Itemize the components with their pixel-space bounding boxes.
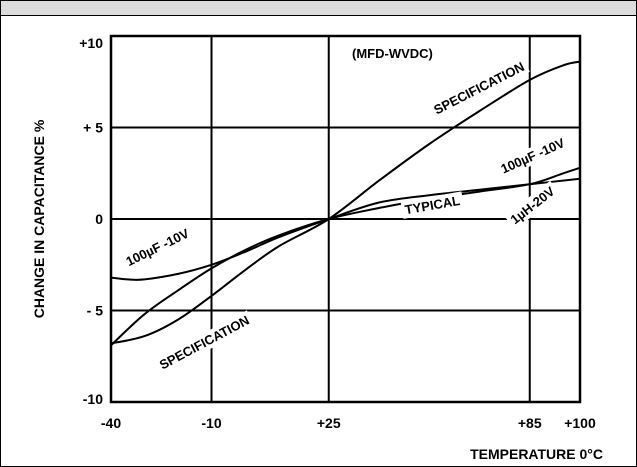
- curve-label-group: SPECIFICATION: [153, 310, 255, 375]
- tick-labels: -40 -10 +25 +85 +100 +10 + 5 0 - 5 -10: [79, 35, 596, 431]
- curves: [110, 60, 581, 347]
- curve-label: 100µF -10V: [498, 135, 567, 177]
- x-axis-label: TEMPERATURE 0°C: [470, 446, 603, 462]
- y-tick-label: + 5: [83, 120, 103, 136]
- header-band: [1, 1, 636, 16]
- series-line-3: [110, 177, 581, 281]
- plot-border: [109, 34, 582, 404]
- y-tick-label: -10: [83, 391, 103, 407]
- curve-label-background: [504, 180, 561, 230]
- curve-label: 100µF -10V: [123, 226, 191, 270]
- y-axis-label: CHANGE IN CAPACITANCE %: [31, 119, 47, 318]
- curve-label-group: 100µF -10V: [120, 223, 195, 272]
- x-tick-label: -10: [201, 415, 221, 431]
- x-tick-label: +100: [564, 415, 596, 431]
- curve-label-group: 100µF -10V: [495, 132, 571, 179]
- y-tick-label: +10: [79, 35, 103, 51]
- curve-label-background: [153, 310, 255, 375]
- y-tick-label: 0: [95, 211, 103, 227]
- curve-label-background: [495, 132, 571, 179]
- curve-label: SPECIFICATION: [157, 312, 252, 372]
- curve-label-background: [400, 191, 465, 219]
- curve-label: 1µH-20V: [508, 183, 558, 227]
- plot-area-border: [109, 34, 582, 404]
- curve-label: SPECIFICATION: [431, 59, 526, 118]
- x-tick-label: +25: [317, 415, 341, 431]
- x-tick-label: +85: [518, 415, 542, 431]
- curve-label-background: [428, 56, 530, 120]
- y-tick-label: - 5: [87, 303, 104, 319]
- curve-label-background: [120, 223, 195, 272]
- annotation-label: (MFD-WVDC): [352, 46, 433, 61]
- x-tick-label: -40: [101, 415, 121, 431]
- series-line-1: [110, 60, 581, 345]
